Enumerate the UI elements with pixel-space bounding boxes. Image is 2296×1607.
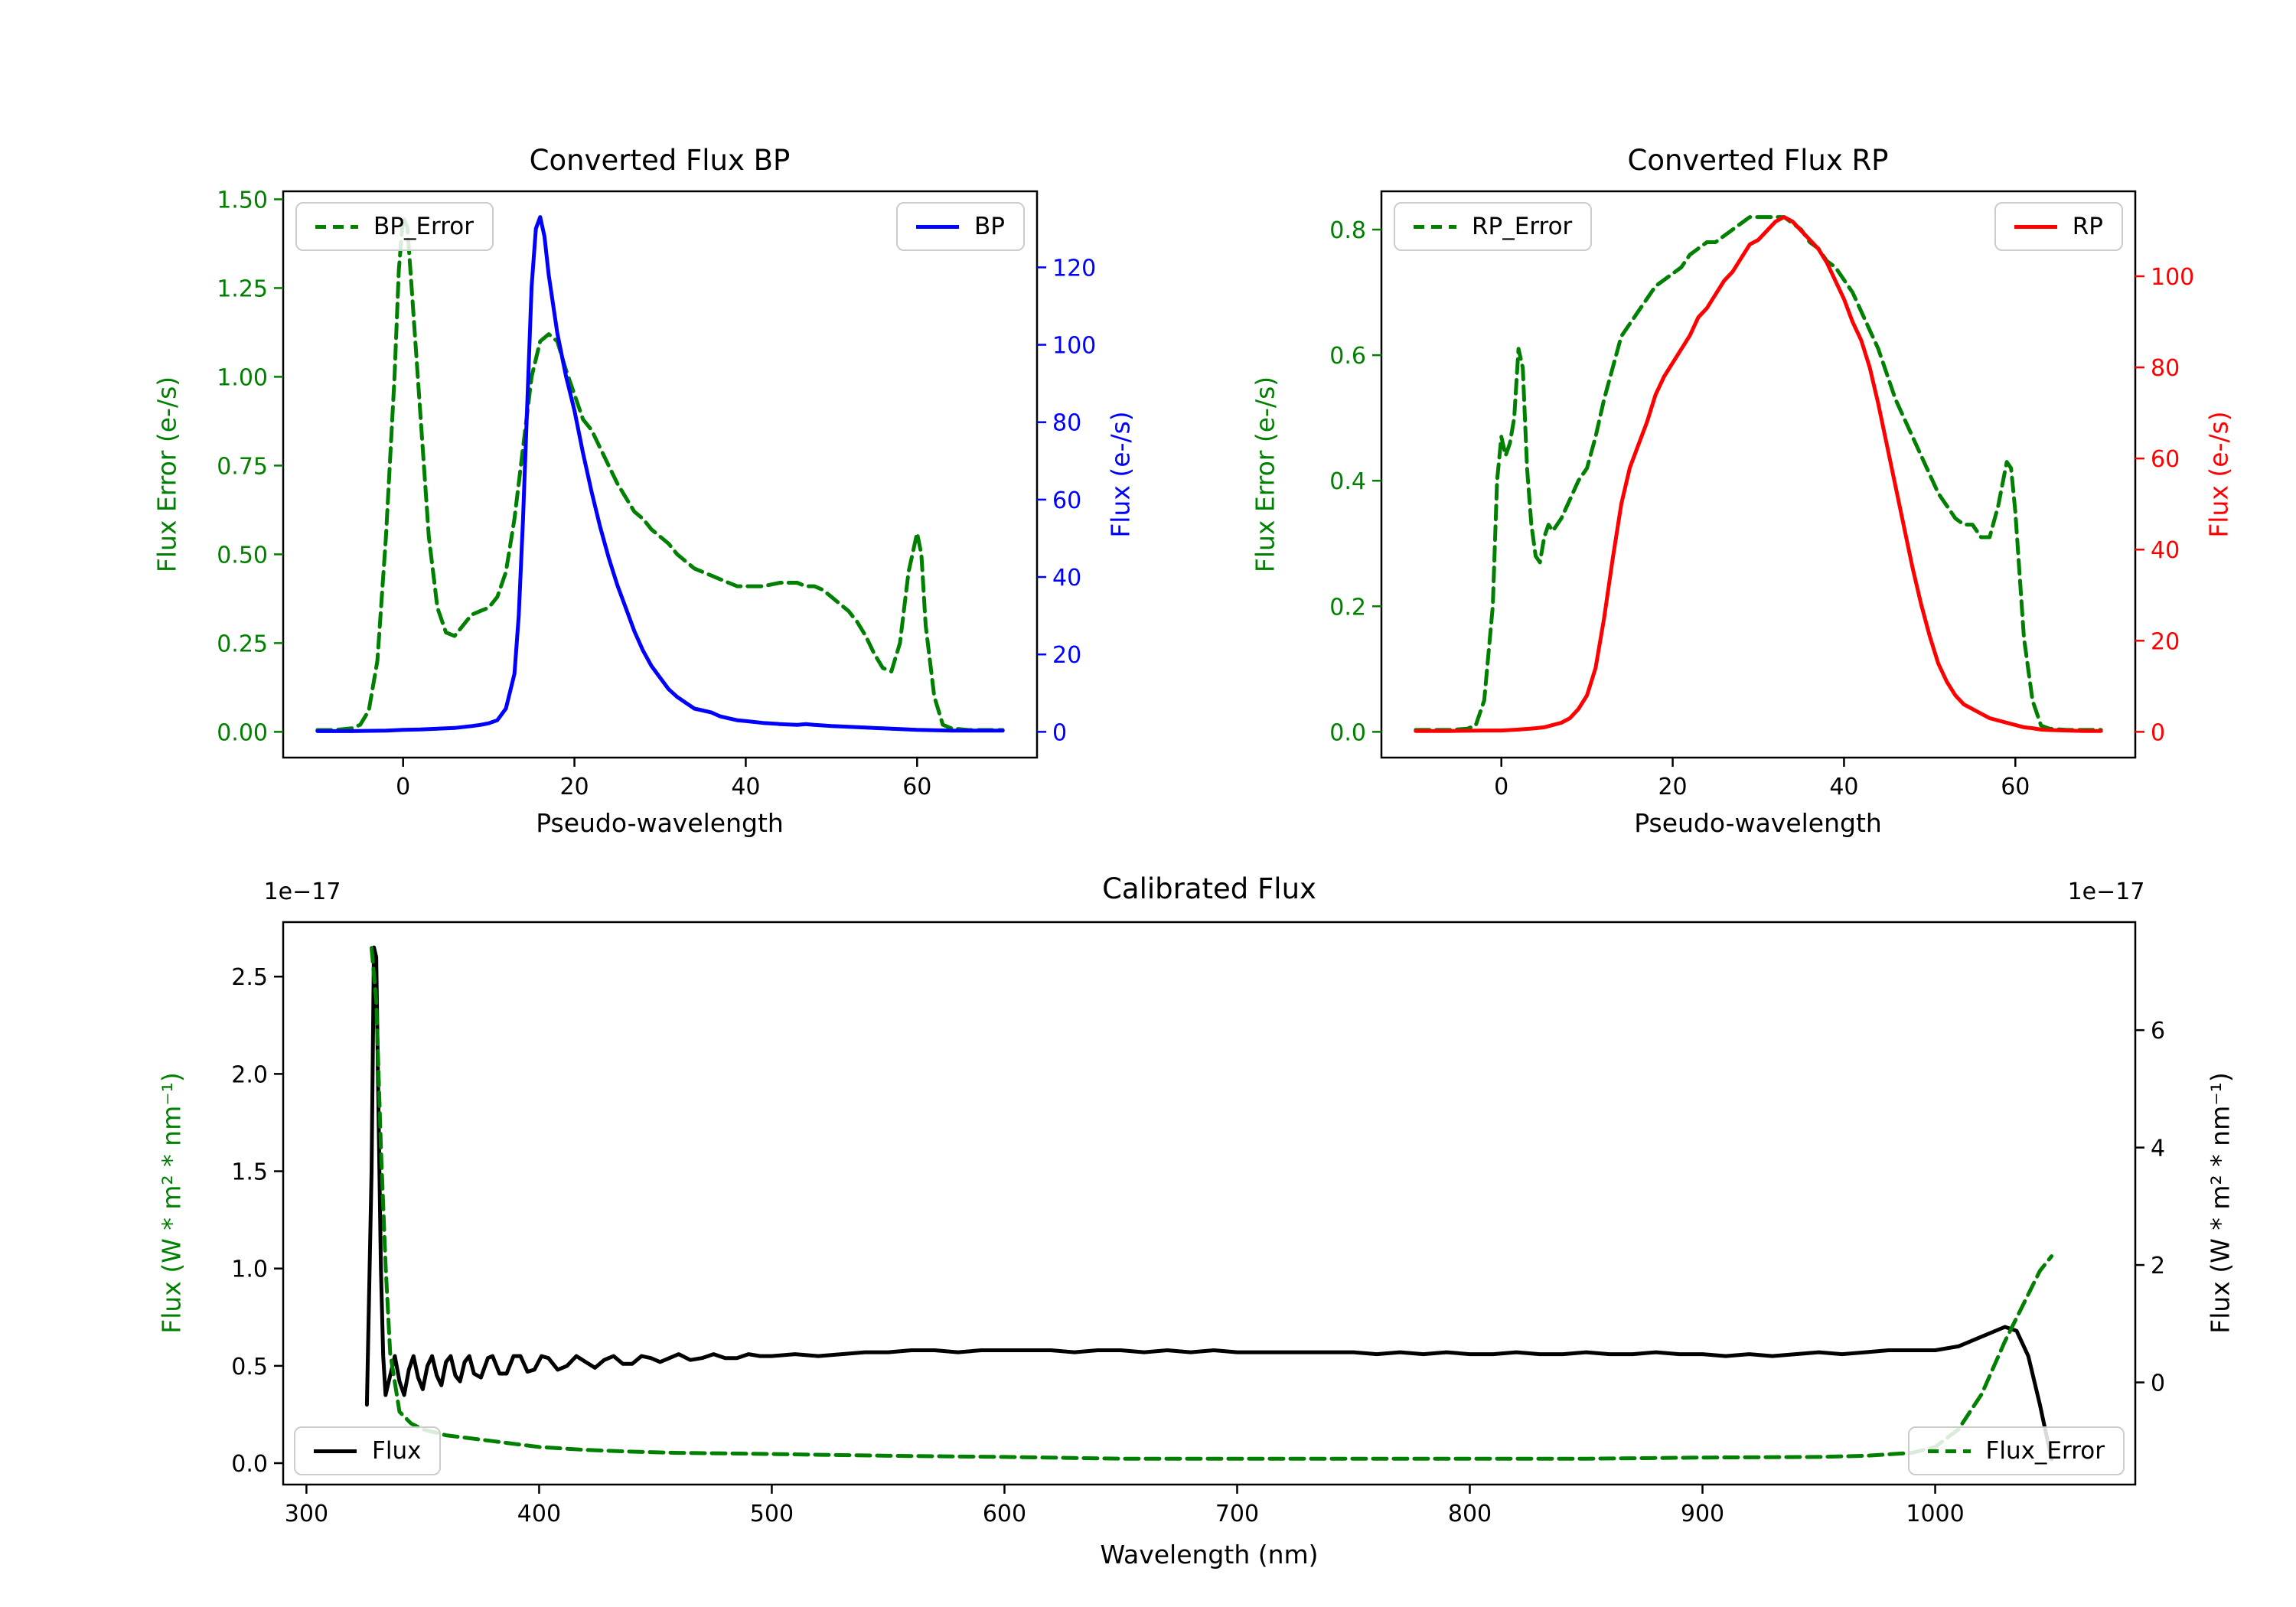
y-tick-label: 0.50 xyxy=(217,542,268,569)
y-tick-label: 60 xyxy=(1052,487,1081,514)
y-tick-label: 0.0 xyxy=(1329,719,1366,746)
y-tick-label: 4 xyxy=(2151,1136,2165,1162)
rp-error-legend: RP_Error xyxy=(1394,202,1593,251)
x-tick-label: 900 xyxy=(1681,1501,1724,1527)
left-axis-offset-text: 1e−17 xyxy=(263,878,341,905)
y-tick-label: 20 xyxy=(1052,642,1081,669)
bp-line xyxy=(315,215,1005,733)
y-tick-label: 0.25 xyxy=(217,631,268,657)
bp-legend: BP xyxy=(896,202,1025,251)
y-tick-label: 6 xyxy=(2151,1018,2165,1045)
rp-right-yaxis-label: Flux (e-/s) xyxy=(2203,411,2234,538)
y-tick-label: 120 xyxy=(1052,255,1096,282)
y-tick-label: 1.25 xyxy=(217,275,268,302)
flux-legend: Flux xyxy=(294,1426,442,1475)
y-tick-label: 0 xyxy=(1052,719,1067,746)
y-tick-label: 2.5 xyxy=(231,964,268,991)
rp-line xyxy=(1414,215,2103,733)
y-tick-label: 40 xyxy=(1052,565,1081,592)
calibrated-xaxis-label: Wavelength (nm) xyxy=(1100,1540,1319,1570)
x-tick-label: 40 xyxy=(1829,774,1858,800)
x-tick-label: 20 xyxy=(559,774,589,800)
x-tick-label: 700 xyxy=(1215,1501,1259,1527)
flux-error-legend: Flux_Error xyxy=(1907,1426,2125,1475)
rp-plot-canvas: 0 20 40 60 0.0 0.2 0.4 0.6 0.8 0 20 40 60 80 100 xyxy=(1329,190,2194,800)
legend-line-sample xyxy=(315,224,358,229)
bp-chart: 0 20 40 60 0.00 0.25 0.50 0.75 1.00 1.25 1.50 0 20 40… xyxy=(217,187,1096,800)
x-tick-label: 60 xyxy=(2001,774,2030,800)
bp-xaxis-label: Pseudo-wavelength xyxy=(536,808,784,838)
rp-left-yaxis-label: Flux Error (e-/s) xyxy=(1250,376,1280,573)
y-tick-label: 60 xyxy=(2151,446,2180,473)
y-tick-label: 0.8 xyxy=(1329,217,1366,244)
y-tick-label: 40 xyxy=(2151,537,2180,564)
y-tick-label: 2.0 xyxy=(231,1061,268,1088)
calibrated-flux-chart: 300 400 500 600 700 800 900 1000 0.0 0.5 1.0 1.5 2.0… xyxy=(231,921,2165,1527)
bp-error-legend: BP_Error xyxy=(295,202,494,251)
rp-chart-title: Converted Flux RP xyxy=(1627,144,1889,177)
legend-label: BP_Error xyxy=(373,213,475,240)
rp-error-line xyxy=(1414,215,2103,732)
y-tick-label: 0 xyxy=(2151,1371,2165,1397)
y-tick-label: 1.50 xyxy=(217,187,268,214)
axes-spines xyxy=(282,921,2137,1486)
x-tick-label: 1000 xyxy=(1906,1501,1964,1527)
rp-legend: RP xyxy=(1994,202,2123,251)
rp-chart: 0 20 40 60 0.0 0.2 0.4 0.6 0.8 0 20 40 60 80 100 RP_Er… xyxy=(1329,190,2194,800)
x-tick-label: 0 xyxy=(396,774,410,800)
x-tick-label: 60 xyxy=(902,774,931,800)
legend-line-sample xyxy=(1414,224,1456,229)
flux-error-line xyxy=(370,946,2054,1461)
bp-right-yaxis-label: Flux (e-/s) xyxy=(1105,411,1136,538)
x-tick-label: 800 xyxy=(1448,1501,1492,1527)
x-tick-label: 500 xyxy=(750,1501,794,1527)
y-tick-label: 100 xyxy=(1052,333,1096,360)
legend-label: BP xyxy=(974,213,1005,240)
y-tick-label: 1.00 xyxy=(217,364,268,391)
legend-label: RP xyxy=(2072,213,2103,240)
bp-left-yaxis-label: Flux Error (e-/s) xyxy=(152,376,182,573)
y-tick-label: 0.4 xyxy=(1329,468,1366,495)
y-tick-label: 0 xyxy=(2151,719,2165,746)
axes-spines xyxy=(1380,190,2137,759)
bp-chart-title: Converted Flux BP xyxy=(529,144,791,177)
x-tick-label: 400 xyxy=(517,1501,561,1527)
legend-label: Flux xyxy=(372,1437,422,1465)
right-axis-offset-text: 1e−17 xyxy=(2067,878,2145,905)
y-tick-label: 1.5 xyxy=(231,1159,268,1186)
x-tick-label: 20 xyxy=(1658,774,1687,800)
legend-line-sample xyxy=(2014,224,2057,229)
y-tick-label: 0.0 xyxy=(231,1451,268,1478)
calibrated-flux-chart-title: Calibrated Flux xyxy=(1102,872,1316,905)
y-tick-label: 100 xyxy=(2151,264,2194,291)
y-tick-label: 1.0 xyxy=(231,1257,268,1283)
axes-spines xyxy=(282,190,1039,759)
calibrated-right-yaxis-label: Flux (W * m² * nm⁻¹) xyxy=(2205,1072,2236,1334)
bp-error-line xyxy=(315,215,1005,732)
legend-line-sample xyxy=(314,1449,357,1453)
x-tick-label: 300 xyxy=(285,1501,328,1527)
legend-label: RP_Error xyxy=(1472,213,1573,240)
bp-plot-canvas: 0 20 40 60 0.00 0.25 0.50 0.75 1.00 1.25 1.50 0 20 40… xyxy=(217,187,1096,800)
calibrated-left-yaxis-label: Flux (W * m² * nm⁻¹) xyxy=(156,1072,187,1334)
y-tick-label: 0.75 xyxy=(217,453,268,480)
rp-xaxis-label: Pseudo-wavelength xyxy=(1634,808,1882,838)
legend-line-sample xyxy=(916,224,960,229)
x-tick-label: 600 xyxy=(983,1501,1026,1527)
calibrated-flux-plot-canvas: 300 400 500 600 700 800 900 1000 0.0 0.5 1.0 1.5 2.0… xyxy=(231,921,2165,1527)
y-tick-label: 80 xyxy=(1052,410,1081,437)
x-tick-label: 0 xyxy=(1494,774,1508,800)
y-tick-label: 20 xyxy=(2151,628,2180,655)
x-tick-label: 40 xyxy=(731,774,760,800)
y-tick-label: 0.5 xyxy=(231,1354,268,1380)
y-tick-label: 0.00 xyxy=(217,719,268,746)
flux-line xyxy=(364,945,2054,1462)
y-tick-label: 2 xyxy=(2151,1253,2165,1279)
y-tick-label: 0.6 xyxy=(1329,343,1366,370)
legend-label: Flux_Error xyxy=(1985,1437,2105,1465)
y-tick-label: 0.2 xyxy=(1329,594,1366,621)
y-tick-label: 80 xyxy=(2151,355,2180,382)
legend-line-sample xyxy=(1927,1449,1971,1453)
